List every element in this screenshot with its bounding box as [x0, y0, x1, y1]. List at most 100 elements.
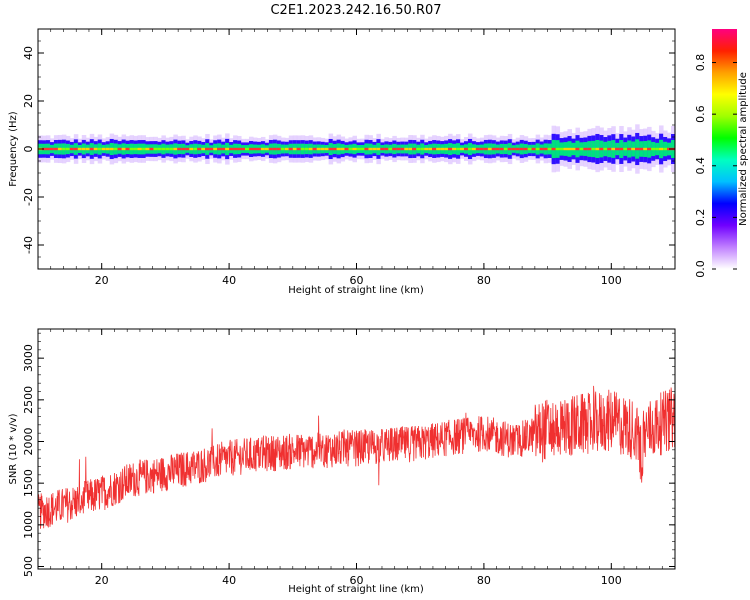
- band-core: [448, 147, 453, 151]
- band-core: [292, 147, 298, 151]
- band-core: [471, 147, 477, 151]
- band-core: [117, 147, 123, 151]
- band-core: [77, 147, 83, 151]
- band-core: [364, 147, 369, 151]
- band-core: [507, 147, 513, 151]
- colorbar: 0.0 0.2 0.4 0.6 0.8 Normalized spectral ampl…: [694, 29, 749, 278]
- band-core: [539, 147, 545, 151]
- band-core: [69, 147, 75, 151]
- band-core: [503, 147, 509, 151]
- band-core: [268, 147, 274, 151]
- band-core: [193, 147, 198, 151]
- colorbar-tick-label: 0.2: [694, 209, 707, 227]
- band-core: [209, 147, 214, 151]
- band-core: [344, 147, 350, 151]
- band-core: [272, 147, 278, 151]
- band-core: [615, 147, 620, 151]
- band-core: [312, 147, 318, 151]
- band-core: [233, 147, 238, 151]
- band-core: [121, 147, 127, 151]
- band-core: [237, 147, 242, 151]
- band-core: [555, 147, 561, 151]
- band-core: [49, 147, 55, 151]
- band-core: [396, 147, 401, 151]
- snr-y-tick-label: 2500: [22, 386, 35, 414]
- band-core: [412, 147, 417, 151]
- band-core: [288, 147, 294, 151]
- band-core: [181, 147, 186, 151]
- band-core: [599, 147, 604, 151]
- band-core: [85, 147, 91, 151]
- colorbar-tick-label: 0.8: [694, 54, 707, 72]
- band-core: [392, 147, 397, 151]
- band-core: [491, 147, 497, 151]
- band-core: [571, 147, 576, 151]
- band-core: [197, 147, 202, 151]
- band-core: [185, 147, 190, 151]
- band-core: [189, 147, 194, 151]
- spectrogram-x-ticks: 20 40 60 80 100: [37, 29, 676, 287]
- band-core: [655, 147, 660, 151]
- snr-x-tick-label: 80: [477, 574, 491, 587]
- spectrogram-band: [38, 124, 676, 174]
- band-core: [356, 147, 361, 151]
- band-core: [352, 147, 357, 151]
- band-core: [432, 147, 437, 151]
- band-core: [73, 147, 79, 151]
- spectrogram-panel: 20 40 60 80 100 40 20 0 -20 -40 Height of straig…: [8, 28, 676, 296]
- figure-title: C2E1.2023.242.16.50.R07: [270, 3, 441, 18]
- band-core: [444, 147, 449, 151]
- band-core: [81, 147, 87, 151]
- spectrogram-x-tick-label: 100: [601, 274, 622, 287]
- band-core: [264, 147, 270, 151]
- spectrogram-y-ticks: 40 20 0 -20 -40: [22, 28, 675, 270]
- spectrogram-y-label: Frequency (Hz): [8, 111, 19, 187]
- band-core: [639, 147, 644, 151]
- band-core: [527, 147, 533, 151]
- band-core: [368, 147, 373, 151]
- band-core: [332, 147, 338, 151]
- band-core: [328, 147, 334, 151]
- band-core: [535, 147, 541, 151]
- band-core: [587, 147, 592, 151]
- band-core: [41, 147, 47, 151]
- band-core: [635, 147, 640, 151]
- band-core: [296, 147, 302, 151]
- band-core: [304, 147, 310, 151]
- band-core: [547, 147, 553, 151]
- band-core: [300, 147, 306, 151]
- band-core: [177, 147, 182, 151]
- band-core: [205, 147, 210, 151]
- band-core: [53, 147, 59, 151]
- snr-y-tick-label: 3000: [22, 344, 35, 372]
- band-core: [336, 147, 342, 151]
- band-core: [643, 147, 648, 151]
- snr-panel: 20 40 60 80 100 500 1000 1500 2000 2500 3000 Heig…: [8, 328, 676, 595]
- band-core: [519, 147, 525, 151]
- band-core: [97, 147, 103, 151]
- band-core: [376, 147, 381, 151]
- band-core: [404, 147, 409, 151]
- snr-y-tick-label: 2000: [22, 428, 35, 456]
- band-core: [440, 147, 445, 151]
- colorbar-gradient: [712, 29, 737, 269]
- band-core: [380, 147, 385, 151]
- snr-series-line: [37, 385, 676, 529]
- spectrogram-x-tick-label: 20: [95, 274, 109, 287]
- band-core: [416, 147, 421, 151]
- band-core: [252, 147, 258, 151]
- band-core: [607, 147, 612, 151]
- band-core: [213, 147, 218, 151]
- band-core: [511, 147, 517, 151]
- band-core: [340, 147, 346, 151]
- band-core: [280, 147, 286, 151]
- band-core: [428, 147, 433, 151]
- band-core: [619, 147, 624, 151]
- band-core: [372, 147, 377, 151]
- band-core: [531, 147, 537, 151]
- band-core: [623, 147, 628, 151]
- band-core: [575, 147, 580, 151]
- band-core: [256, 147, 262, 151]
- band-core: [567, 147, 572, 151]
